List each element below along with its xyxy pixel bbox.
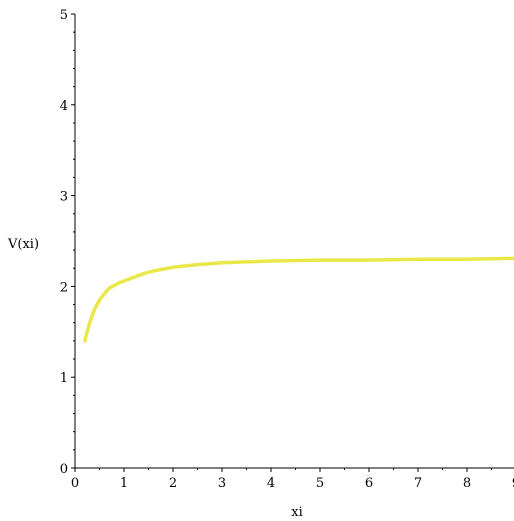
x-tick-label: 1	[120, 476, 128, 491]
y-tick-label: 3	[60, 190, 68, 205]
x-tick-label: 6	[365, 476, 373, 491]
x-tick-label: 9	[512, 476, 514, 491]
x-tick-label: 4	[267, 476, 275, 491]
x-axis-title: xi	[291, 505, 303, 520]
axes: 0 1 2 3 4 5 0 1 2 3 4 5 6 7 8 9	[60, 8, 514, 491]
x-tick-label: 2	[169, 476, 177, 491]
x-tick-label: 3	[218, 476, 226, 491]
y-tick-label: 1	[60, 371, 68, 386]
y-tick-label: 5	[60, 8, 68, 23]
y-axis-title: V(xi)	[7, 237, 39, 252]
y-tick-label: 0	[60, 462, 68, 477]
x-tick-label: 8	[463, 476, 471, 491]
y-tick-label: 2	[60, 280, 68, 295]
y-tick-label: 4	[60, 99, 68, 114]
series-line-1	[83, 256, 514, 343]
x-tick-label: 5	[316, 476, 324, 491]
series-layer	[83, 256, 514, 343]
x-tick-label: 7	[414, 476, 422, 491]
x-tick-label: 0	[71, 476, 79, 491]
